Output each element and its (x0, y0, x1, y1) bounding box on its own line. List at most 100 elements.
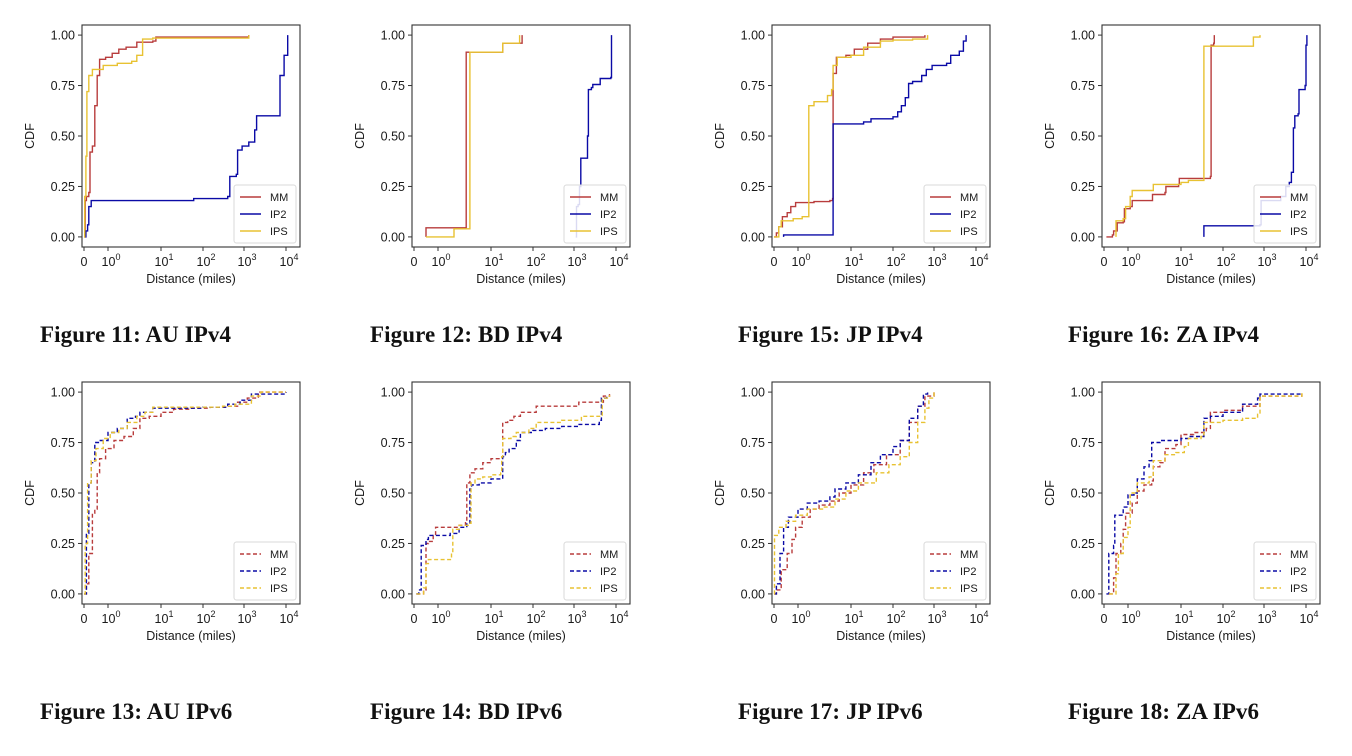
y-axis-label: CDF (1043, 480, 1057, 506)
plot-area: 0.00 0.25 0.50 0.75 1.00 0 100 101 102 103 104 Dist… (23, 381, 301, 643)
chart-fig13: 0.00 0.25 0.50 0.75 1.00 0 100 101 102 103 104 Dist… (23, 381, 301, 643)
x-tick-label: 101 (845, 252, 864, 269)
legend-label-mm: MM (270, 192, 288, 204)
y-tick-label: 0.75 (1071, 436, 1095, 450)
series-line-ips (1115, 35, 1261, 237)
legend-label-ips: IPS (600, 226, 618, 238)
y-axis-label: CDF (23, 123, 37, 149)
x-tick-label: 104 (1300, 609, 1319, 626)
legend-label-ips: IPS (1290, 583, 1308, 595)
legend-label-ips: IPS (1290, 226, 1308, 238)
y-axis-label: CDF (713, 480, 727, 506)
y-tick-label: 0.75 (51, 436, 75, 450)
series-line-ips (416, 395, 611, 595)
legend: MM IP2 IPS (233, 541, 297, 601)
y-tick-label: 0.25 (51, 537, 75, 551)
legend-label-mm: MM (1290, 192, 1308, 204)
x-tick-label: 103 (568, 252, 587, 269)
y-tick-label: 0.50 (381, 130, 405, 144)
y-tick-label: 0.00 (381, 230, 405, 244)
x-tick-label: 102 (527, 609, 546, 626)
legend-label-ip2: IP2 (1290, 209, 1307, 221)
x-axis-label: Distance (miles) (476, 272, 566, 286)
y-tick-label: 0.25 (381, 180, 405, 194)
caption-fig14: Figure 14: BD IPv6 (370, 699, 563, 724)
y-tick-label: 0.00 (51, 587, 75, 601)
caption-fig18: Figure 18: ZA IPv6 (1068, 699, 1260, 724)
y-tick-label: 1.00 (1071, 386, 1095, 400)
x-tick-label: 100 (102, 252, 121, 269)
caption-fig13: Figure 13: AU IPv6 (40, 699, 233, 724)
y-tick-label: 1.00 (741, 29, 765, 43)
x-tick-label: 100 (792, 252, 811, 269)
x-axis-label: Distance (miles) (146, 629, 236, 643)
x-tick-label: 104 (970, 252, 989, 269)
y-tick-label: 0.50 (1071, 130, 1095, 144)
y-tick-label: 0.50 (741, 487, 765, 501)
y-tick-label: 0.50 (51, 487, 75, 501)
legend-box (1253, 184, 1317, 244)
x-axis-label: Distance (miles) (146, 272, 236, 286)
x-axis-label: Distance (miles) (1166, 629, 1256, 643)
series-line-mm (774, 35, 926, 238)
legend-label-ip2: IP2 (600, 209, 617, 221)
plot-area: 0.00 0.25 0.50 0.75 1.00 0 100 101 102 103 104 Dist… (713, 381, 991, 643)
y-tick-label: 0.00 (741, 587, 765, 601)
chart-fig11: 0.00 0.25 0.50 0.75 1.00 0 100 101 102 103 104 Dist… (23, 24, 301, 286)
legend-label-ip2: IP2 (960, 566, 977, 578)
series-line-ips (426, 35, 521, 238)
legend-label-ips: IPS (270, 226, 288, 238)
x-tick-label: 103 (928, 609, 947, 626)
y-tick-label: 0.00 (1071, 230, 1095, 244)
series-line-mm (1106, 35, 1215, 238)
legend-label-ips: IPS (960, 226, 978, 238)
x-tick-label: 101 (845, 609, 864, 626)
series-line-ip2 (416, 396, 608, 595)
x-tick-label: 0 (771, 255, 778, 269)
x-axis-label: Distance (miles) (476, 629, 566, 643)
y-tick-label: 0.50 (51, 130, 75, 144)
x-tick-label: 104 (1300, 252, 1319, 269)
x-tick-label: 104 (280, 252, 299, 269)
x-tick-label: 101 (155, 252, 174, 269)
x-tick-label: 103 (238, 252, 257, 269)
y-tick-label: 1.00 (51, 29, 75, 43)
x-tick-label: 104 (610, 252, 629, 269)
y-tick-label: 1.00 (1071, 29, 1095, 43)
x-tick-label: 0 (1101, 255, 1108, 269)
legend-label-ip2: IP2 (270, 209, 287, 221)
series-line-ip2 (1106, 393, 1302, 595)
x-tick-label: 103 (1258, 609, 1277, 626)
x-axis-label: Distance (miles) (836, 629, 926, 643)
x-tick-label: 101 (1175, 252, 1194, 269)
y-axis-label: CDF (353, 123, 367, 149)
x-tick-label: 103 (1258, 252, 1277, 269)
legend-label-mm: MM (1290, 549, 1308, 561)
x-tick-label: 102 (887, 252, 906, 269)
series-line-ips (774, 35, 929, 238)
legend-label-ip2: IP2 (600, 566, 617, 578)
y-tick-label: 0.50 (1071, 487, 1095, 501)
x-tick-label: 101 (155, 609, 174, 626)
legend-label-ip2: IP2 (1290, 566, 1307, 578)
series-line-mm (416, 394, 611, 595)
y-tick-label: 0.75 (741, 79, 765, 93)
series-line-ips (1108, 393, 1303, 595)
legend-label-ips: IPS (960, 583, 978, 595)
series-line-ip2 (782, 35, 967, 237)
x-tick-label: 103 (238, 609, 257, 626)
x-tick-label: 102 (887, 609, 906, 626)
chart-fig12: 0.00 0.25 0.50 0.75 1.00 0 100 101 102 103 104 Dist… (353, 24, 631, 286)
y-tick-label: 0.25 (741, 180, 765, 194)
chart-fig16: 0.00 0.25 0.50 0.75 1.00 0 100 101 102 103 104 Dist… (1043, 24, 1321, 286)
x-tick-label: 100 (1122, 252, 1141, 269)
x-tick-label: 102 (527, 252, 546, 269)
legend: MM IP2 IPS (563, 184, 627, 244)
chart-fig15: 0.00 0.25 0.50 0.75 1.00 0 100 101 102 103 104 Dist… (713, 24, 991, 286)
legend-label-ip2: IP2 (960, 209, 977, 221)
y-axis-label: CDF (1043, 123, 1057, 149)
y-tick-label: 0.25 (1071, 180, 1095, 194)
caption-fig17: Figure 17: JP IPv6 (738, 699, 923, 724)
y-tick-label: 1.00 (741, 386, 765, 400)
